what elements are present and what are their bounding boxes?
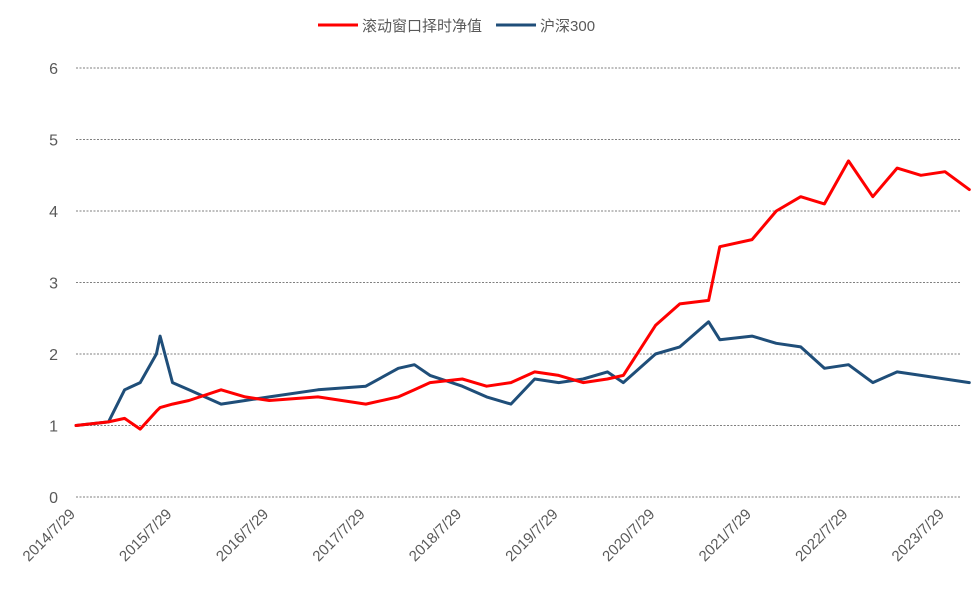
y-tick-label: 6 bbox=[49, 61, 58, 78]
legend-label: 滚动窗口择时净值 bbox=[362, 17, 482, 35]
y-tick-label: 2 bbox=[49, 347, 58, 364]
x-tick-label: 2017/7/29 bbox=[309, 506, 368, 565]
x-axis-ticks: 2014/7/29 2015/7/29 2016/7/29 2017/7/29 2018… bbox=[20, 506, 948, 565]
series-lines bbox=[74, 159, 971, 431]
y-axis-ticks: 0 1 2 3 4 5 6 bbox=[49, 61, 58, 507]
y-tick-label: 5 bbox=[49, 133, 58, 150]
x-tick-label: 2020/7/29 bbox=[599, 506, 658, 565]
x-tick-label: 2018/7/29 bbox=[406, 506, 465, 565]
series-line bbox=[74, 159, 971, 431]
y-tick-label: 4 bbox=[49, 204, 58, 221]
x-tick-label: 2016/7/29 bbox=[213, 506, 272, 565]
x-tick-label: 2021/7/29 bbox=[696, 506, 755, 565]
gridlines bbox=[76, 67, 960, 498]
x-tick-label: 2023/7/29 bbox=[889, 506, 948, 565]
x-tick-label: 2019/7/29 bbox=[502, 506, 561, 565]
x-tick-label: 2014/7/29 bbox=[20, 506, 79, 565]
legend: 滚动窗口择时净值 沪深300 bbox=[318, 17, 595, 35]
x-tick-label: 2015/7/29 bbox=[116, 506, 175, 565]
y-tick-label: 1 bbox=[49, 419, 58, 436]
y-tick-label: 0 bbox=[49, 490, 58, 507]
y-tick-label: 3 bbox=[49, 276, 58, 293]
x-tick-label: 2022/7/29 bbox=[792, 506, 851, 565]
series-line bbox=[74, 320, 971, 427]
legend-label: 沪深300 bbox=[540, 18, 595, 35]
